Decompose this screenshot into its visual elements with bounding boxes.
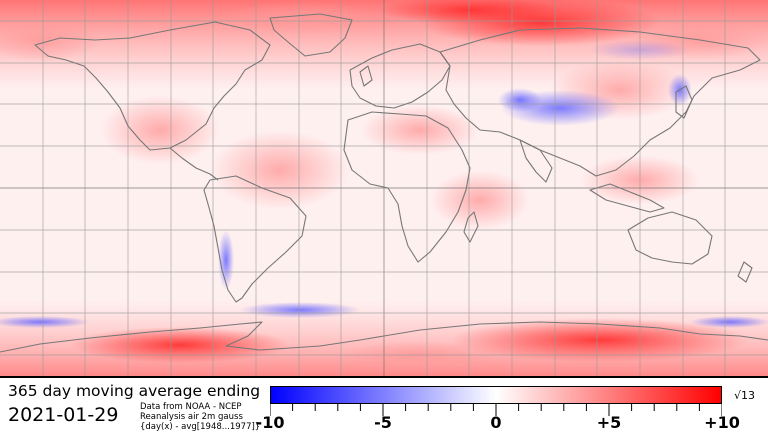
se-asia-islands-outline [589,183,665,213]
map-date: 2021-01-29 [8,404,119,426]
greenland-outline [269,13,353,57]
central-america-outline [169,147,219,181]
europe-outline [349,43,451,109]
india-outline [519,139,553,183]
colorbar-tick-label: -10 [255,413,285,432]
data-source-note: Data from NOAA - NCEP Reanalysis air 2m … [140,402,260,432]
temperature-anomaly-map [0,0,768,376]
asia-outline [439,27,761,177]
british-isles-outline [359,65,373,87]
madagascar-outline [463,211,479,243]
australia-outline [627,211,713,265]
south-america-outline [203,175,307,303]
source-line: {day(x) - avg[1948...1977]} [140,422,261,432]
continent-outlines [0,13,768,353]
colorbar-tick-label: 0 [490,413,502,432]
north-america-outline [34,21,271,151]
colorbar-tick-label: -5 [374,413,392,432]
colorbar-ticks [270,404,722,416]
new-zealand-outline [737,261,753,283]
colorbar-tick-label: +10 [704,413,740,432]
scale-note: √13 [734,389,756,402]
source-line: Reanalysis air 2m gauss [140,412,243,422]
lat-lon-grid [0,0,768,376]
anomaly-patches [0,0,768,369]
japan-outline [675,85,693,119]
legend-panel: 365 day moving average ending 2021-01-29… [0,376,768,433]
map-title: 365 day moving average ending [8,382,261,400]
colorbar [270,386,722,404]
colorbar-tick-label: +5 [596,413,622,432]
africa-outline [343,111,471,263]
source-line: Data from NOAA - NCEP [140,402,242,412]
antarctica-outline [0,321,768,353]
